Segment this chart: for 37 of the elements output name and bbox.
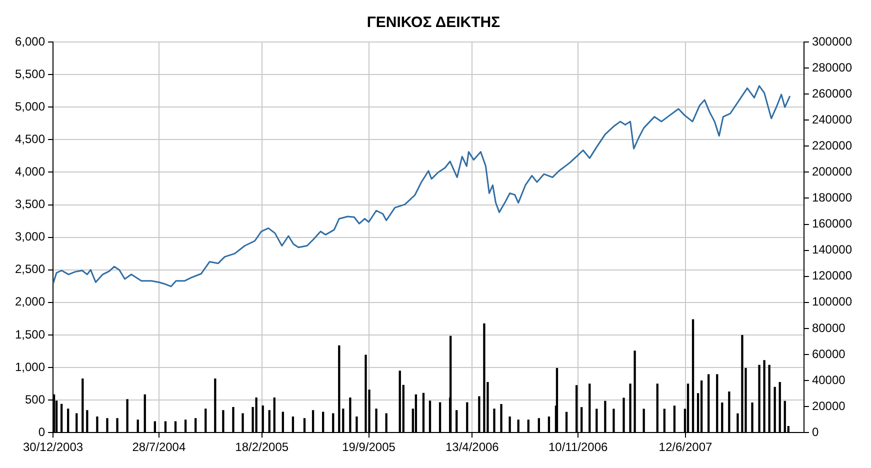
y-tick-label: 6,000 bbox=[15, 34, 46, 48]
y2-tick-label: 280000 bbox=[812, 60, 852, 74]
y2-tick-label: 200000 bbox=[812, 164, 852, 179]
y-tick-label: 2,500 bbox=[15, 262, 46, 276]
y-tick-label: 5,500 bbox=[15, 66, 46, 81]
y2-tick-label: 260000 bbox=[812, 86, 852, 100]
y-tick-label: 500 bbox=[25, 392, 46, 406]
y2-tick-label: 160000 bbox=[812, 216, 852, 231]
y2-tick-label: 300000 bbox=[812, 34, 852, 48]
y2-tick-label: 140000 bbox=[812, 242, 852, 257]
y2-tick-label: 60000 bbox=[812, 346, 846, 361]
chart-title: ΓΕΝΙΚΟΣ ΔΕΙΚΤΗΣ bbox=[366, 14, 500, 32]
y-tick-label: 0 bbox=[38, 424, 46, 439]
y-tick-label: 5,000 bbox=[15, 99, 46, 114]
y-tick-label: 3,500 bbox=[15, 197, 46, 212]
y2-tick-label: 40000 bbox=[812, 372, 846, 387]
y2-tick-label: 220000 bbox=[812, 138, 852, 152]
y2-tick-label: 20000 bbox=[812, 398, 846, 413]
y2-tick-label: 80000 bbox=[812, 320, 846, 335]
x-tick-label: 13/4/2006 bbox=[445, 440, 500, 454]
y2-tick-label: 240000 bbox=[812, 112, 852, 126]
y-tick-label: 4,000 bbox=[15, 164, 46, 179]
y2-tick-label: 0 bbox=[812, 424, 819, 439]
y-tick-label: 1,500 bbox=[15, 327, 46, 342]
y2-tick-label: 120000 bbox=[812, 268, 852, 283]
y2-tick-label: 180000 bbox=[812, 190, 852, 205]
x-tick-label: 18/2/2005 bbox=[235, 440, 289, 454]
y-tick-label: 1,000 bbox=[15, 360, 46, 374]
x-tick-label: 19/9/2005 bbox=[342, 440, 396, 454]
x-tick-label: 28/7/2004 bbox=[132, 440, 186, 454]
x-tick-label: 12/6/2007 bbox=[658, 440, 713, 454]
y2-tick-label: 100000 bbox=[812, 294, 852, 309]
x-tick-label: 10/11/2006 bbox=[548, 440, 608, 454]
y-tick-label: 2,000 bbox=[15, 294, 46, 309]
y-tick-label: 3,000 bbox=[15, 230, 46, 244]
y-tick-label: 4,500 bbox=[15, 132, 46, 146]
x-tick-label: 30/12/2003 bbox=[23, 440, 84, 454]
